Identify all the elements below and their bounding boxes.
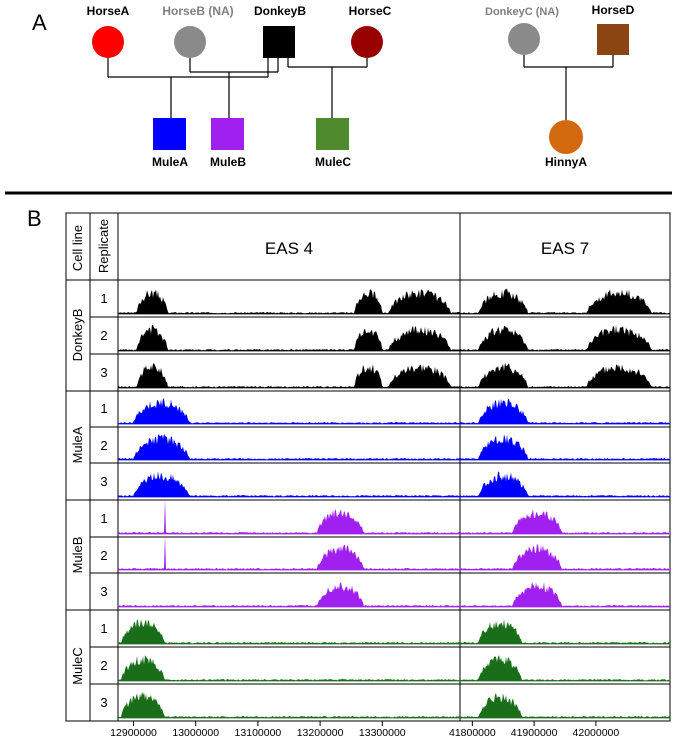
donkey-c-symbol [508, 23, 540, 55]
coverage-track-mulec-eas4-rep2 [118, 655, 460, 681]
replicate-label: 1 [100, 621, 107, 636]
coverage-track-mulea-eas4-rep1 [118, 398, 460, 424]
donkey-c-label: DonkeyC (NA) [485, 6, 559, 18]
replicate-label: 1 [100, 511, 107, 526]
cell-line-label-mulea: MuleA [70, 426, 85, 463]
replicate-label: 2 [100, 548, 107, 563]
panel-b-label: B [27, 206, 42, 231]
cell-line-label-donkeyb: DonkeyB [70, 309, 85, 362]
coverage-track-muleb-eas4-rep1 [118, 499, 460, 534]
horse-b-symbol [174, 26, 206, 58]
coverage-track-muleb-eas4-rep2 [118, 535, 460, 570]
mule-c-symbol [316, 118, 349, 150]
coverage-track-donkeyb-eas4-rep1 [118, 289, 460, 314]
coverage-track-mulec-eas7-rep1 [460, 619, 670, 644]
coverage-track-muleb-eas7-rep1 [460, 509, 670, 534]
coverage-track-donkeyb-eas7-rep3 [460, 362, 670, 388]
mule-a-label: MuleA [152, 155, 188, 169]
replicate-label: 3 [100, 695, 107, 710]
header-cell-line: Cell line [70, 225, 85, 271]
horse-a-label: HorseA [87, 4, 130, 18]
coverage-track-muleb-eas7-rep3 [460, 582, 670, 607]
replicate-label: 2 [100, 438, 107, 453]
replicate-label: 3 [100, 474, 107, 489]
x-tick-label: 42000000 [573, 727, 620, 739]
hinny-a-label: HinnyA [545, 155, 587, 169]
replicate-label: 3 [100, 584, 107, 599]
coverage-track-mulec-eas4-rep3 [118, 691, 460, 718]
mule-b-label: MuleB [210, 155, 246, 169]
cell-line-label-mulec: MuleC [70, 647, 85, 685]
coverage-track-muleb-eas4-rep3 [118, 582, 460, 607]
horse-c-label: HorseC [349, 4, 392, 18]
mule-a-symbol [153, 118, 186, 150]
x-tick-label: 13000000 [172, 727, 219, 739]
donkey-b-symbol [263, 26, 295, 58]
coverage-track-mulea-eas7-rep2 [460, 434, 670, 460]
mule-c-label: MuleC [315, 155, 351, 169]
horse-b-label: HorseB (NA) [162, 4, 233, 18]
replicate-label: 1 [100, 291, 107, 306]
replicate-label: 3 [100, 365, 107, 380]
coverage-track-mulec-eas7-rep2 [460, 655, 670, 681]
region-header-eas4: EAS 4 [265, 239, 313, 258]
coverage-tracks [118, 288, 670, 719]
track-grid [65, 212, 671, 722]
x-tick-label: 12900000 [110, 727, 157, 739]
coverage-track-muleb-eas7-rep2 [460, 544, 670, 570]
coverage-track-donkeyb-eas4-rep3 [118, 363, 460, 388]
pedigree-lines [107, 55, 614, 120]
coverage-track-mulea-eas7-rep1 [460, 398, 670, 424]
hinny-a-symbol [549, 120, 583, 154]
coverage-track-mulea-eas4-rep2 [118, 433, 460, 460]
x-tick-label: 13100000 [235, 727, 282, 739]
coverage-track-mulec-eas7-rep3 [460, 693, 670, 718]
horse-a-symbol [92, 26, 124, 58]
coverage-track-mulea-eas7-rep3 [460, 471, 670, 497]
horse-c-symbol [351, 26, 383, 58]
x-tick-label: 13200000 [297, 727, 344, 739]
replicate-label: 1 [100, 401, 107, 416]
x-tick-label: 41800000 [449, 727, 496, 739]
header-replicate: Replicate [96, 219, 111, 273]
coverage-track-donkeyb-eas7-rep1 [460, 288, 670, 314]
region-header-eas7: EAS 7 [541, 239, 589, 258]
donkey-b-label: DonkeyB [254, 4, 306, 18]
panel-a-label: A [32, 10, 47, 35]
coverage-track-donkeyb-eas7-rep2 [460, 325, 670, 351]
replicate-label: 2 [100, 658, 107, 673]
cell-line-label-muleb: MuleB [70, 537, 85, 574]
horse-d-label: HorseD [592, 3, 635, 17]
horse-d-symbol [597, 24, 629, 55]
coverage-track-mulec-eas4-rep1 [118, 619, 460, 644]
x-tick-label: 41900000 [511, 727, 558, 739]
replicate-label: 2 [100, 328, 107, 343]
coverage-track-mulea-eas4-rep3 [118, 471, 460, 497]
x-tick-label: 13300000 [359, 727, 406, 739]
mule-b-symbol [211, 118, 244, 150]
coverage-track-donkeyb-eas4-rep2 [118, 324, 460, 351]
x-axis: 12900000 13000000 13100000 13200000 13300000… [110, 721, 619, 739]
